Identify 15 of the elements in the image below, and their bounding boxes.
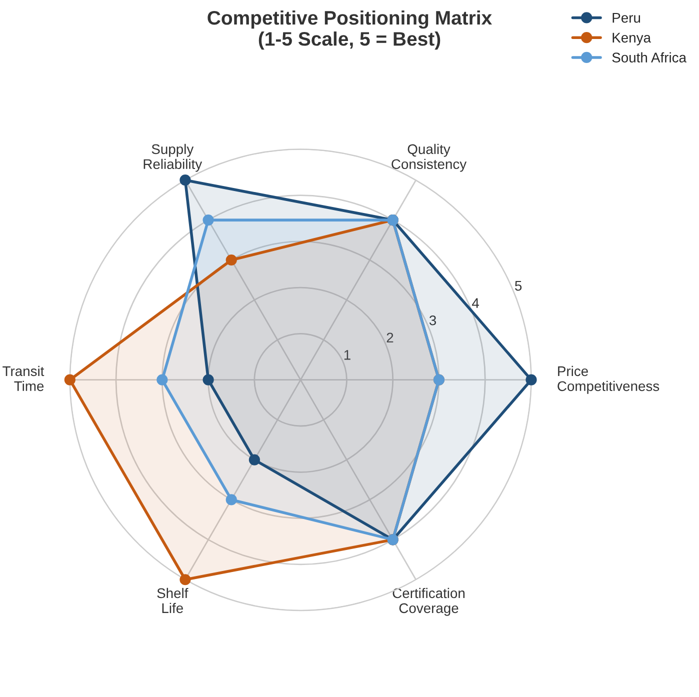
spoke-label: Shelf Life xyxy=(157,588,188,614)
y-tick-label: 2 xyxy=(386,332,394,342)
spoke-label: Price Competitiveness xyxy=(558,366,660,394)
legend-label: South Africa xyxy=(612,52,686,62)
y-tick-label: 5 xyxy=(515,281,522,291)
chart-title: Competitive Positioning Matrix (1-5 Scale, 5 = Best) xyxy=(208,10,492,50)
y-tick-label: 1 xyxy=(344,350,350,360)
spoke-label: Transit Time xyxy=(2,366,44,392)
spoke-label: Supply Reliability xyxy=(144,144,202,172)
spoke-label: Certification Coverage xyxy=(392,588,465,616)
y-tick-label: 3 xyxy=(429,315,436,326)
y-tick-label: 4 xyxy=(472,298,479,308)
legend-label: Kenya xyxy=(612,32,651,46)
legend-label: Peru xyxy=(612,13,640,23)
spoke-label: Quality Consistency xyxy=(392,144,467,172)
